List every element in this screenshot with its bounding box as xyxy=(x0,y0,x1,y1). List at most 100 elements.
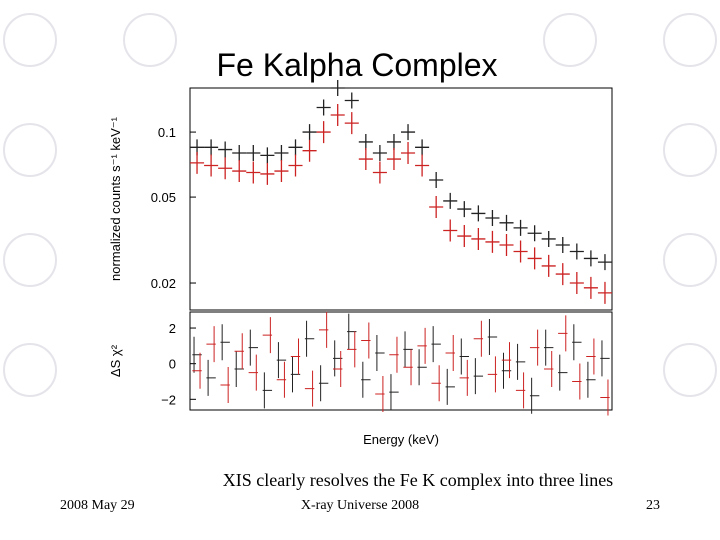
residual xyxy=(347,331,357,368)
data-bin xyxy=(527,225,542,242)
data-bin xyxy=(232,160,247,183)
data-bin xyxy=(218,141,233,158)
data-bin xyxy=(485,230,500,253)
data-bin xyxy=(485,210,500,227)
residual xyxy=(417,349,427,386)
residual xyxy=(403,349,413,386)
data-bin xyxy=(429,171,444,188)
residual xyxy=(417,327,427,364)
residual xyxy=(459,359,469,396)
data-bin xyxy=(330,80,345,96)
residual xyxy=(375,334,385,371)
data-bin xyxy=(471,227,486,250)
residual xyxy=(262,372,273,409)
data-bin xyxy=(443,192,458,209)
data-bin xyxy=(260,147,275,164)
residual xyxy=(389,336,399,373)
residual xyxy=(262,317,273,354)
residual xyxy=(459,338,469,375)
y-tick-label: 0 xyxy=(169,357,176,372)
data-bin xyxy=(260,162,275,185)
residual xyxy=(544,329,554,366)
plot-frame-top xyxy=(189,87,613,311)
residual xyxy=(431,365,441,402)
y-axis-label: ΔS χ² xyxy=(108,344,123,377)
plot-frame-bottom xyxy=(189,311,613,411)
residual xyxy=(375,375,385,412)
residual xyxy=(572,324,582,361)
data-bin xyxy=(527,247,542,270)
residual xyxy=(304,320,315,357)
residual xyxy=(473,320,484,357)
residual xyxy=(206,359,216,396)
residual xyxy=(220,367,230,404)
residual xyxy=(501,342,512,379)
data-bin xyxy=(204,139,219,156)
data-bin xyxy=(358,148,373,171)
residual xyxy=(515,372,526,409)
x-axis-label: Energy (keV) xyxy=(363,432,439,447)
data-bin xyxy=(274,145,289,162)
data-bin xyxy=(597,254,612,271)
residual xyxy=(586,338,596,375)
residual xyxy=(318,365,329,402)
data-bin xyxy=(288,154,303,177)
data-bin xyxy=(246,161,261,184)
data-bin xyxy=(443,219,458,242)
residual xyxy=(361,361,371,398)
data-bin xyxy=(499,233,514,256)
data-bin xyxy=(288,139,303,156)
page-number: 23 xyxy=(646,498,660,513)
residual xyxy=(487,318,498,355)
residual xyxy=(473,358,484,395)
data-bin xyxy=(190,151,205,174)
data-bin xyxy=(344,92,359,109)
data-bin xyxy=(471,205,486,222)
data-bin xyxy=(555,263,570,286)
y-tick-label: 2 xyxy=(169,321,176,336)
data-bin xyxy=(401,124,416,141)
residual xyxy=(234,333,244,370)
data-bin xyxy=(583,276,598,299)
data-bin xyxy=(555,236,570,253)
footer-date: 2008 May 29 xyxy=(60,498,135,513)
residual xyxy=(304,370,315,407)
residual xyxy=(389,374,399,411)
data-bin xyxy=(513,219,528,236)
slide-title: Fe Kalpha Complex xyxy=(216,47,497,83)
data-bin xyxy=(386,148,401,171)
data-bin xyxy=(344,112,359,135)
data-bin xyxy=(569,272,584,295)
data-bin xyxy=(274,160,289,183)
residual xyxy=(600,379,610,416)
data-bin xyxy=(372,145,387,162)
data-bin xyxy=(597,281,612,304)
residual xyxy=(487,356,498,393)
caption: XIS clearly resolves the Fe K complex in… xyxy=(223,470,613,490)
residual xyxy=(529,377,540,414)
residual xyxy=(445,368,455,405)
data-bin xyxy=(358,133,373,150)
y-tick-label: −2 xyxy=(161,392,176,407)
data-bin xyxy=(316,99,331,116)
residual xyxy=(220,324,230,361)
residual xyxy=(276,361,287,398)
residual xyxy=(318,311,329,348)
residual xyxy=(276,342,287,379)
data-bin xyxy=(302,139,317,162)
data-bin xyxy=(415,139,430,156)
residual xyxy=(248,329,258,366)
data-bin xyxy=(457,201,472,218)
data-bin xyxy=(316,121,331,144)
data-bin xyxy=(541,254,556,277)
residual xyxy=(600,340,610,377)
data-bin xyxy=(583,250,598,267)
data-bin xyxy=(499,214,514,231)
footer-event: X-ray Universe 2008 xyxy=(301,498,419,513)
residual xyxy=(290,338,301,375)
residual xyxy=(431,326,441,363)
residual xyxy=(529,329,540,366)
data-bin xyxy=(569,243,584,260)
residual xyxy=(558,354,568,391)
